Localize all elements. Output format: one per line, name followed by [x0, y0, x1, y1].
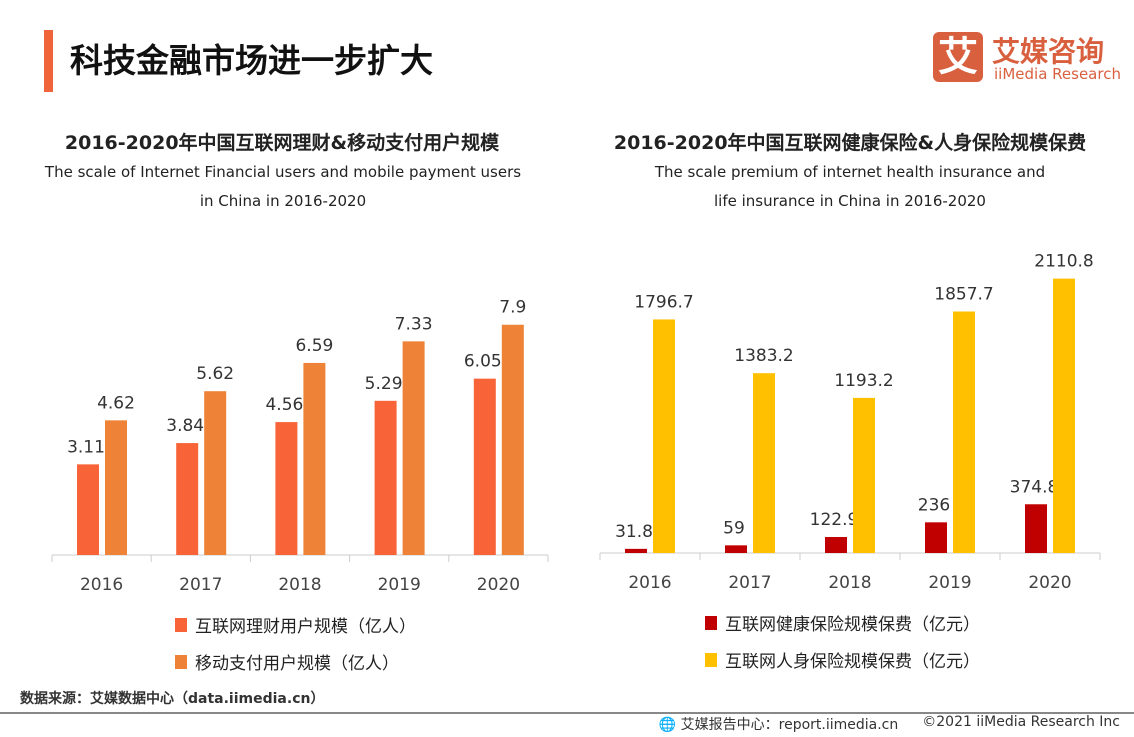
footer-copyright: ©2021 iiMedia Research Inc	[922, 714, 1120, 730]
chart1-subtitle-line: in China in 2016-2020	[199, 192, 367, 210]
chart2-title: 2016-2020年中国互联网健康保险&人身保险规模保费	[613, 132, 1087, 154]
bar	[853, 397, 875, 553]
legend-swatch	[175, 617, 187, 632]
x-tick-label: 2019	[378, 575, 421, 595]
chart2-subtitle: The scale premium of internet health ins…	[570, 158, 1130, 216]
logo-text-en: iiMedia Research	[994, 65, 1121, 83]
chart2-legend: 互联网健康保险规模保费（亿元） 互联网人身保险规模保费（亿元）	[705, 610, 980, 672]
legend-swatch	[705, 652, 717, 667]
legend-item: 互联网健康保险规模保费（亿元）	[705, 610, 980, 635]
bar	[204, 391, 227, 555]
data-label: 1796.7	[634, 292, 693, 312]
data-label: 7.9	[499, 298, 526, 318]
bar	[275, 422, 298, 555]
bar	[105, 420, 127, 555]
data-label: 3.84	[166, 416, 204, 436]
data-label: 374.8	[1010, 477, 1059, 497]
bar	[725, 545, 747, 553]
data-source: 数据来源：艾媒数据中心（data.iimedia.cn）	[20, 691, 325, 707]
x-tick-label: 2017	[179, 575, 222, 595]
legend-label: 移动支付用户规模（亿人）	[195, 654, 399, 674]
bar	[77, 464, 99, 555]
data-label: 5.62	[196, 364, 234, 384]
footer-divider	[0, 712, 1134, 714]
data-label: 122.9	[810, 510, 859, 530]
bar	[473, 378, 496, 555]
x-tick-label: 2017	[728, 573, 771, 593]
legend-item: 移动支付用户规模（亿人）	[175, 649, 416, 674]
x-tick-label: 2018	[278, 575, 321, 595]
bar	[953, 311, 975, 553]
footer-report-text: 艾媒报告中心：report.iimedia.cn	[680, 717, 899, 733]
legend-label: 互联网健康保险规模保费（亿元）	[725, 615, 980, 635]
data-label: 236	[918, 495, 950, 515]
bar	[625, 548, 647, 553]
x-tick-label: 2019	[928, 573, 971, 593]
x-tick-label: 2020	[1028, 573, 1071, 593]
page-title: 科技金融市场进一步扩大	[70, 41, 433, 80]
data-label: 3.11	[67, 437, 105, 457]
bar	[303, 362, 326, 555]
data-label: 1857.7	[934, 284, 993, 304]
title-accent-bar	[44, 30, 53, 92]
logo-mark: 艾	[933, 32, 983, 82]
chart1-subtitle: The scale of Internet Financial users an…	[0, 158, 566, 216]
legend-label: 互联网理财用户规模（亿人）	[195, 617, 416, 637]
bar	[402, 341, 425, 555]
data-label: 1383.2	[734, 346, 793, 366]
chart1-title: 2016-2020年中国互联网理财&移动支付用户规模	[64, 132, 500, 154]
bar	[653, 319, 675, 553]
legend-swatch	[705, 615, 717, 630]
legend-item: 互联网理财用户规模（亿人）	[175, 612, 416, 637]
legend-swatch	[175, 654, 187, 669]
bar	[1053, 278, 1075, 553]
x-tick-label: 2020	[477, 575, 520, 595]
bar	[753, 373, 775, 553]
footer-report[interactable]: 🌐 艾媒报告中心：report.iimedia.cn	[659, 714, 899, 734]
x-tick-label: 2016	[628, 573, 671, 593]
chart2-subtitle-line: life insurance in China in 2016-2020	[714, 192, 986, 210]
legend-label: 互联网人身保险规模保费（亿元）	[725, 652, 980, 672]
bar	[501, 324, 524, 555]
globe-cursor-icon: 🌐	[658, 717, 677, 733]
data-label: 1193.2	[834, 371, 893, 391]
chart1-legend: 互联网理财用户规模（亿人） 移动支付用户规模（亿人）	[175, 612, 416, 674]
data-label: 31.8	[615, 522, 653, 542]
x-tick-label: 2016	[80, 575, 123, 595]
data-label: 59	[723, 518, 745, 538]
logo-text-cn: 艾媒咨询	[992, 35, 1105, 68]
data-label: 6.05	[464, 352, 502, 372]
chart1-subtitle-line: The scale of Internet Financial users an…	[44, 163, 522, 181]
x-tick-label: 2018	[828, 573, 871, 593]
data-label: 5.29	[365, 374, 403, 394]
bar	[176, 443, 199, 555]
bar	[374, 400, 397, 555]
data-label: 4.56	[265, 395, 303, 415]
footer: 🌐 艾媒报告中心：report.iimedia.cn ©2021 iiMedia…	[659, 714, 1120, 734]
bar	[1025, 504, 1047, 553]
data-label: 6.59	[295, 336, 333, 356]
chart2-subtitle-line: The scale premium of internet health ins…	[654, 163, 1046, 181]
bar	[925, 522, 947, 553]
data-label: 2110.8	[1034, 252, 1093, 272]
data-label: 4.62	[97, 393, 135, 413]
data-label: 7.33	[395, 314, 433, 334]
legend-item: 互联网人身保险规模保费（亿元）	[705, 647, 980, 672]
bar	[825, 537, 847, 553]
